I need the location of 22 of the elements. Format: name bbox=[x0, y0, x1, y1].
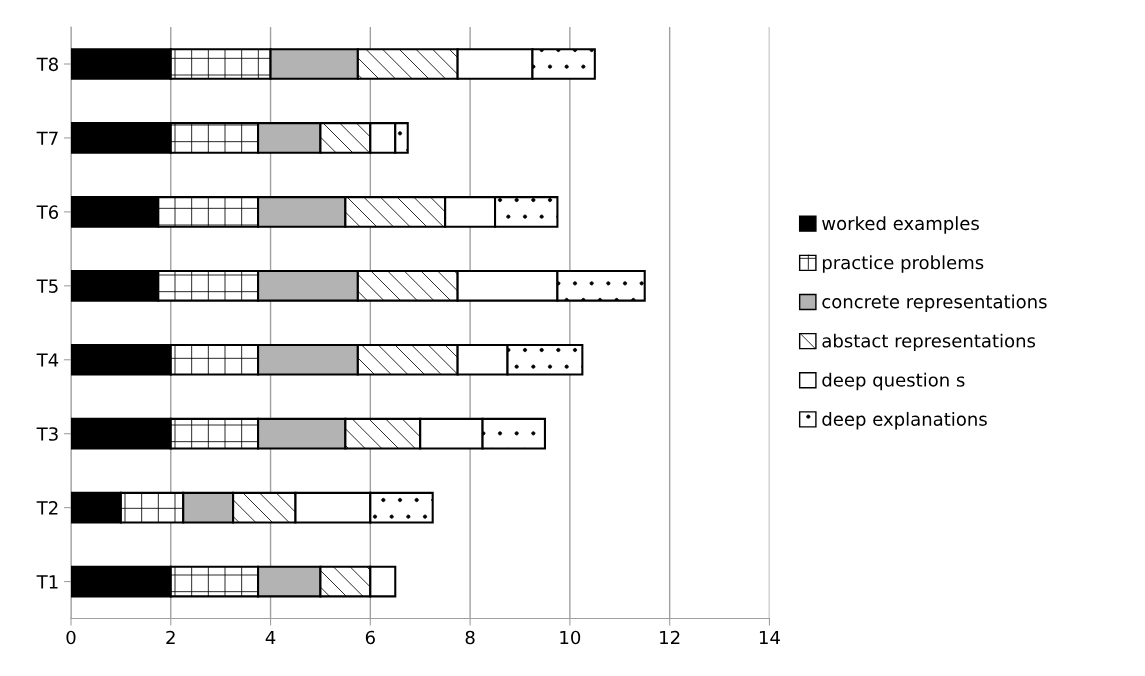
x-tick-label: 10 bbox=[560, 630, 581, 645]
x-tick-label: 12 bbox=[660, 630, 680, 645]
legend-label: worked examples bbox=[822, 216, 979, 234]
y-tick-label: T1 bbox=[36, 575, 58, 589]
x-tick-label: 6 bbox=[365, 630, 375, 645]
x-tick-label: 0 bbox=[66, 630, 76, 645]
y-tick-label: T8 bbox=[36, 57, 58, 72]
legend-label: practice problems bbox=[822, 255, 984, 273]
y-tick-label: T5 bbox=[36, 279, 58, 293]
x-tick-label: 2 bbox=[166, 630, 175, 645]
x-tick-label: 4 bbox=[265, 630, 276, 645]
x-tick-label: 8 bbox=[465, 630, 475, 645]
y-tick-label: T7 bbox=[36, 131, 58, 145]
legend-label: concrete representations bbox=[822, 294, 1047, 312]
y-tick-label: T4 bbox=[36, 353, 59, 367]
legend-label: deep question s bbox=[822, 372, 965, 391]
legend-label: deep explanations bbox=[822, 411, 987, 430]
y-tick-label: T3 bbox=[36, 427, 58, 441]
y-tick-label: T6 bbox=[36, 205, 59, 219]
x-tick-label: 14 bbox=[759, 630, 780, 645]
y-tick-label: T2 bbox=[36, 501, 58, 515]
legend-label: abstact representations bbox=[822, 333, 1036, 352]
